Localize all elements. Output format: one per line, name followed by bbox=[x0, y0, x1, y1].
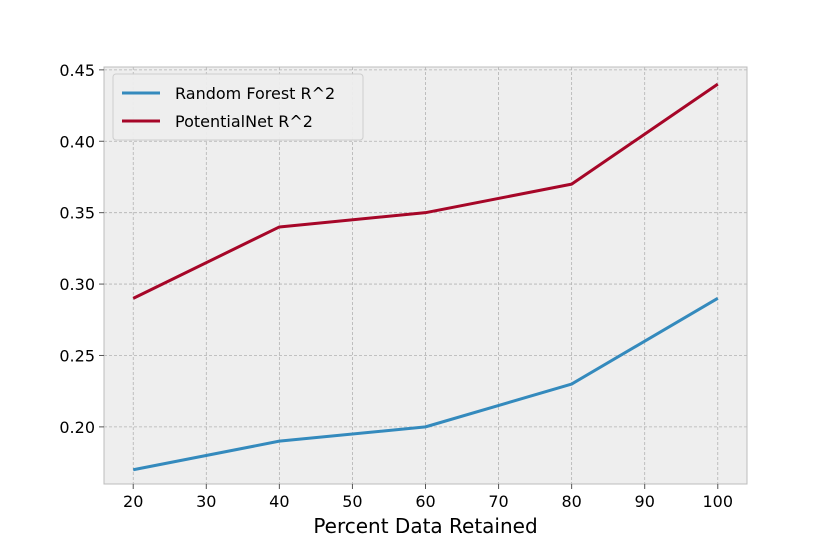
x-tick-label: 50 bbox=[342, 492, 362, 511]
legend-label: PotentialNet R^2 bbox=[175, 112, 313, 131]
series-layer bbox=[132, 82, 719, 472]
y-tick-label: 0.30 bbox=[59, 275, 95, 294]
y-tick-label: 0.40 bbox=[59, 132, 95, 151]
y-axis: 0.20 0.25 0.30 0.35 0.40 0.45 bbox=[59, 61, 104, 437]
y-tick-label: 0.20 bbox=[59, 418, 95, 437]
x-tick-label: 70 bbox=[488, 492, 508, 511]
x-axis-title: Percent Data Retained bbox=[313, 514, 537, 538]
grid-lines bbox=[104, 67, 747, 484]
x-tick-label: 40 bbox=[269, 492, 289, 511]
x-tick-label: 30 bbox=[196, 492, 216, 511]
series-line-1 bbox=[132, 297, 719, 472]
x-tick-label: 80 bbox=[561, 492, 581, 511]
y-tick-label: 0.35 bbox=[59, 204, 95, 223]
legend: Random Forest R^2 PotentialNet R^2 bbox=[112, 73, 364, 141]
series-line-2 bbox=[132, 82, 719, 300]
x-tick-label: 60 bbox=[415, 492, 435, 511]
y-tick-label: 0.25 bbox=[59, 346, 95, 365]
x-tick-label: 100 bbox=[702, 492, 733, 511]
x-tick-label: 20 bbox=[123, 492, 143, 511]
x-axis: 20 30 40 50 60 70 80 90 100 bbox=[123, 484, 733, 511]
legend-box bbox=[112, 73, 364, 141]
x-tick-label: 90 bbox=[635, 492, 655, 511]
legend-label: Random Forest R^2 bbox=[175, 84, 335, 103]
y-tick-label: 0.45 bbox=[59, 61, 95, 80]
